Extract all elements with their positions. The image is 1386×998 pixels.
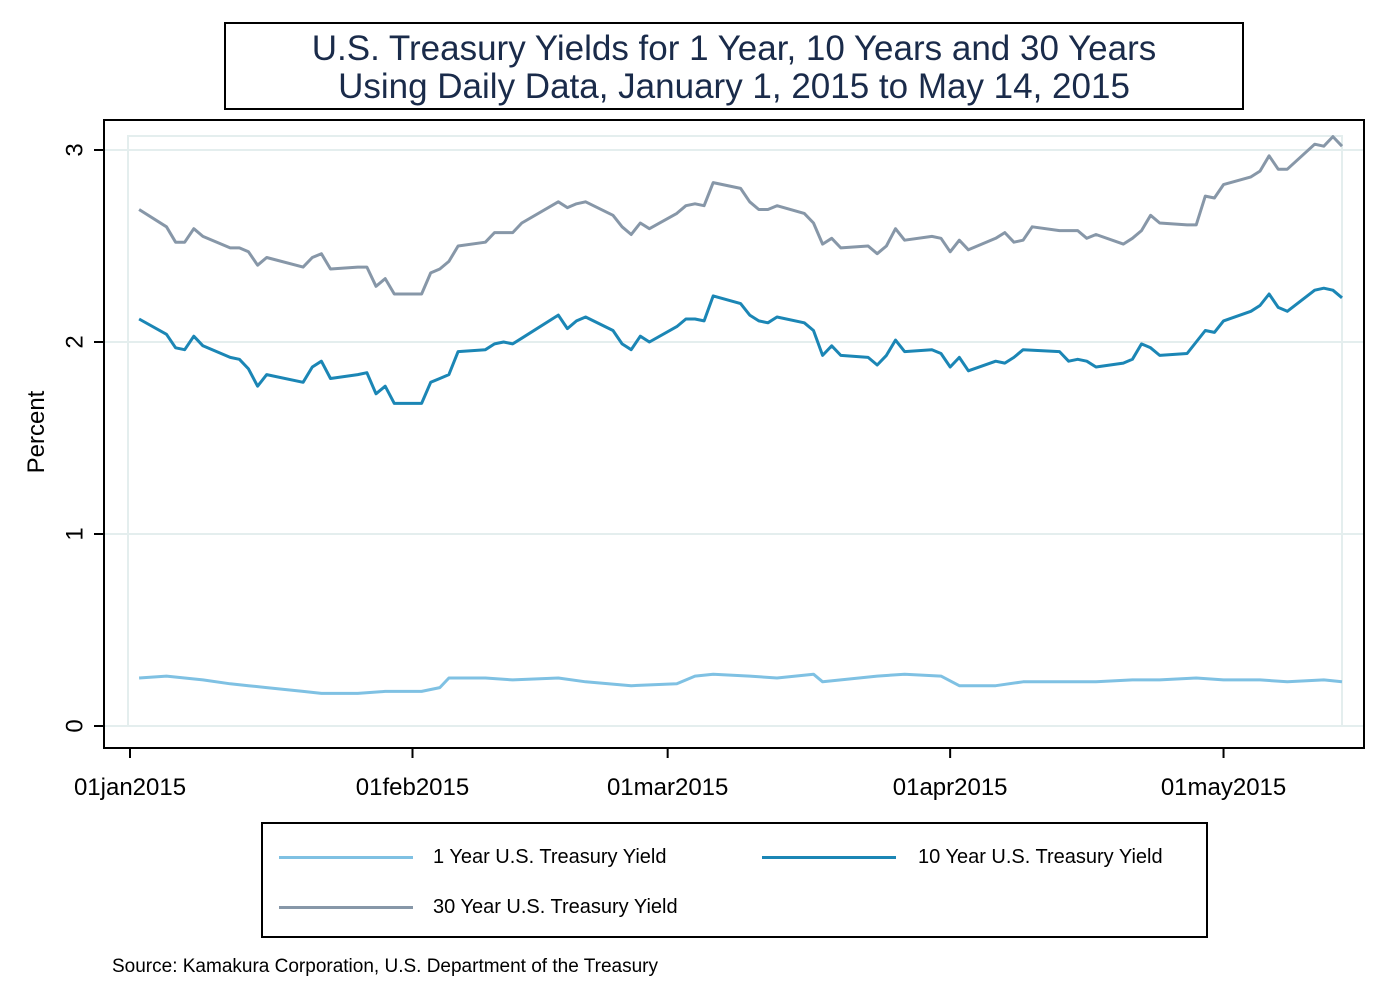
legend-swatch-10yr [762,856,896,859]
y-axis-label: Percent [23,390,50,473]
series-line-1yr [138,672,1343,695]
chart-subtitle: Using Daily Data, January 1, 2015 to May… [338,67,1130,106]
chart-title: U.S. Treasury Yields for 1 Year, 10 Year… [311,29,1157,68]
y-tick-label: 0 [61,719,88,732]
y-axis: 0 1 2 3 [61,143,104,733]
y-tick-label: 3 [61,143,88,156]
series-layer [138,135,1344,695]
legend-label-30yr: 30 Year U.S. Treasury Yield [433,896,678,918]
series-line-10yr [138,286,1343,405]
x-tick-label: 01may2015 [1161,774,1286,801]
legend-swatch-1yr [279,856,413,859]
legend: 1 Year U.S. Treasury Yield 10 Year U.S. … [261,822,1208,938]
legend-label-10yr: 10 Year U.S. Treasury Yield [918,846,1163,868]
grid-layer [104,135,1364,727]
x-tick-label: 01jan2015 [74,774,186,801]
legend-label-1yr: 1 Year U.S. Treasury Yield [433,846,667,868]
source-note: Source: Kamakura Corporation, U.S. Depar… [112,956,658,977]
x-tick-label: 01feb2015 [356,774,469,801]
y-tick-label: 1 [61,527,88,540]
legend-swatch-30yr [279,906,413,909]
chart-title-box: U.S. Treasury Yields for 1 Year, 10 Year… [224,22,1244,110]
y-tick-label: 2 [61,335,88,348]
x-tick-label: 01mar2015 [607,774,728,801]
x-axis: 01jan2015 01feb2015 01mar2015 01apr2015 01ma… [74,748,1286,801]
series-line-30yr [138,135,1344,296]
plot-area [103,119,1365,749]
x-tick-label: 01apr2015 [893,774,1008,801]
